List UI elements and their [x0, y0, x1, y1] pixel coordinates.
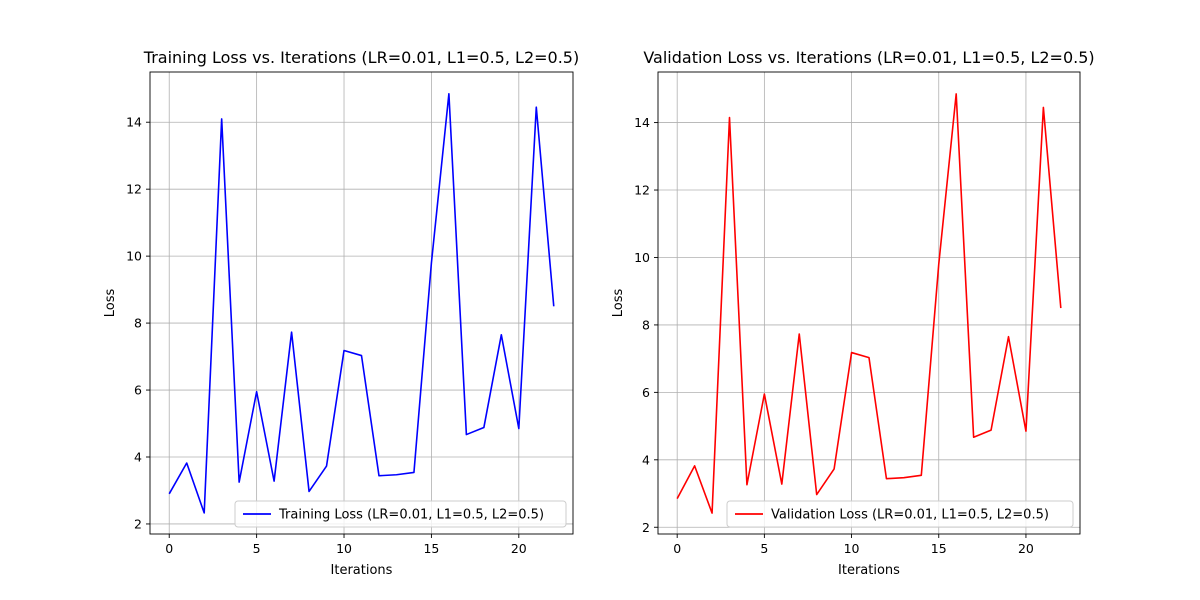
chart-title: Training Loss vs. Iterations (LR=0.01, L…: [143, 48, 579, 67]
y-tick-label: 14: [126, 115, 142, 130]
x-tick-label: 5: [760, 541, 768, 556]
y-axis-label: Loss: [611, 289, 626, 318]
y-tick-label: 6: [642, 385, 650, 400]
legend-box: [726, 500, 1074, 528]
legend-label: Training Loss (LR=0.01, L1=0.5, L2=0.5): [278, 508, 544, 523]
y-tick-label: 14: [634, 115, 650, 130]
y-tick-label: 10: [634, 250, 650, 265]
y-tick-label: 4: [134, 450, 142, 465]
y-tick-label: 12: [634, 183, 650, 198]
x-tick-label: 15: [423, 541, 439, 556]
x-tick-label: 0: [673, 541, 681, 556]
y-axis-label: Loss: [103, 289, 118, 318]
y-tick-label: 6: [134, 383, 142, 398]
legend: Validation Loss (LR=0.01, L1=0.5, L2=0.5…: [726, 500, 1074, 528]
legend-box: [234, 500, 567, 528]
y-tick-label: 2: [134, 516, 142, 531]
series-line-0: [676, 93, 1062, 514]
x-axis-label: Iterations: [838, 563, 900, 578]
x-axis-label: Iterations: [331, 563, 393, 578]
x-tick-label: 10: [844, 541, 860, 556]
legend: Training Loss (LR=0.01, L1=0.5, L2=0.5): [234, 500, 567, 528]
x-tick-label: 20: [1018, 541, 1034, 556]
y-tick-label: 8: [642, 317, 650, 332]
x-tick-label: 0: [165, 541, 173, 556]
x-tick-label: 10: [336, 541, 352, 556]
x-tick-label: 5: [253, 541, 261, 556]
y-tick-label: 10: [126, 249, 142, 264]
x-tick-label: 15: [931, 541, 947, 556]
x-tick-label: 20: [511, 541, 527, 556]
legend-label: Validation Loss (LR=0.01, L1=0.5, L2=0.5…: [771, 508, 1049, 523]
plot-frame: [149, 71, 574, 535]
y-tick-label: 8: [134, 316, 142, 331]
y-tick-label: 4: [642, 452, 650, 467]
chart-title: Validation Loss vs. Iterations (LR=0.01,…: [643, 48, 1094, 67]
y-tick-label: 2: [642, 520, 650, 535]
chart-validation: 0 5 10 15 20 2 4 6 8 10 12 14 Validation Loss vs. It…: [611, 48, 1095, 578]
y-tick-label: 12: [126, 182, 142, 197]
series-line-0: [168, 92, 555, 514]
chart-training: 0 5 10 15 20 2 4 6 8 10 12 14 Training Loss vs. Iter…: [103, 48, 579, 578]
plot-frame: [657, 71, 1081, 535]
